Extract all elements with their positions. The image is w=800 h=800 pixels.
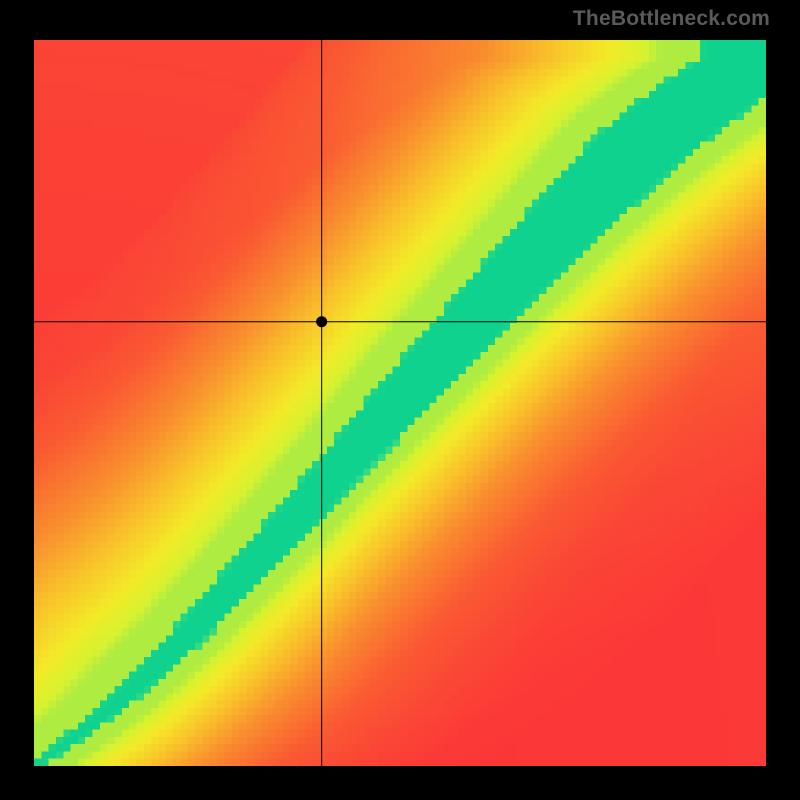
chart-container: TheBottleneck.com <box>0 0 800 800</box>
bottleneck-heatmap <box>34 40 766 766</box>
watermark-text: TheBottleneck.com <box>573 7 770 31</box>
